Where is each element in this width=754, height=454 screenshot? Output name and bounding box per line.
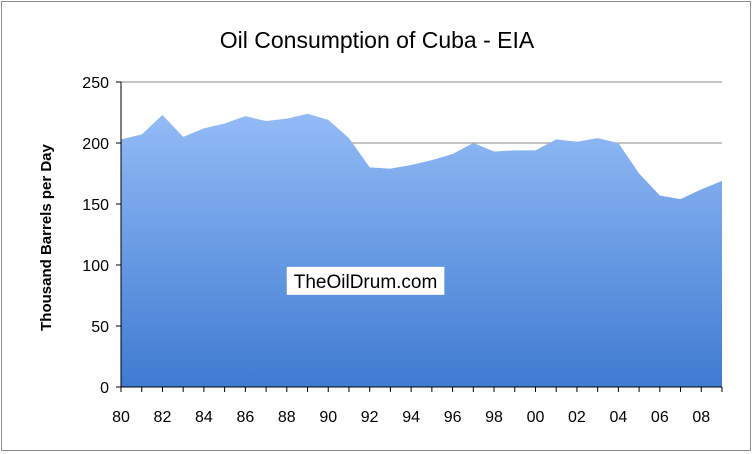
x-tick-label-88: 88: [278, 409, 296, 426]
x-tick-label-84: 84: [195, 409, 213, 426]
x-tick-label-82: 82: [154, 409, 172, 426]
chart-title: Oil Consumption of Cuba - EIA: [220, 27, 535, 53]
x-tick-label-08: 08: [692, 409, 710, 426]
x-tick-label-00: 00: [527, 409, 545, 426]
x-tick-labels: 80 82 84 86 88 90 92 94 96 98 00 02 04 06 08: [112, 387, 723, 426]
x-tick-label-90: 90: [319, 409, 337, 426]
y-tick-label-50: 50: [91, 319, 109, 336]
x-tick-label-94: 94: [402, 409, 420, 426]
watermark-box: [286, 266, 445, 295]
watermark-text: TheOilDrum.com: [294, 272, 438, 293]
x-tick-label-96: 96: [444, 409, 462, 426]
x-tick-label-04: 04: [609, 409, 627, 426]
y-tick-label-250: 250: [82, 75, 109, 92]
series-area: [121, 113, 722, 387]
axes: [120, 82, 722, 388]
y-tick-label-0: 0: [100, 380, 109, 397]
x-tick-label-92: 92: [361, 409, 379, 426]
x-tick-label-80: 80: [112, 409, 130, 426]
y-tick-labels: 0 50 100 150 200 250: [82, 75, 121, 397]
y-tick-label-150: 150: [82, 197, 109, 214]
y-tick-label-200: 200: [82, 136, 109, 153]
x-tick-label-06: 06: [651, 409, 669, 426]
watermark-annotation: TheOilDrum.com: [286, 266, 445, 295]
y-tick-label-100: 100: [82, 258, 109, 275]
x-tick-label-86: 86: [236, 409, 254, 426]
x-tick-label-02: 02: [568, 409, 586, 426]
y-axis-label: Thousand Barrels per Day: [38, 143, 55, 330]
x-tick-label-98: 98: [485, 409, 503, 426]
